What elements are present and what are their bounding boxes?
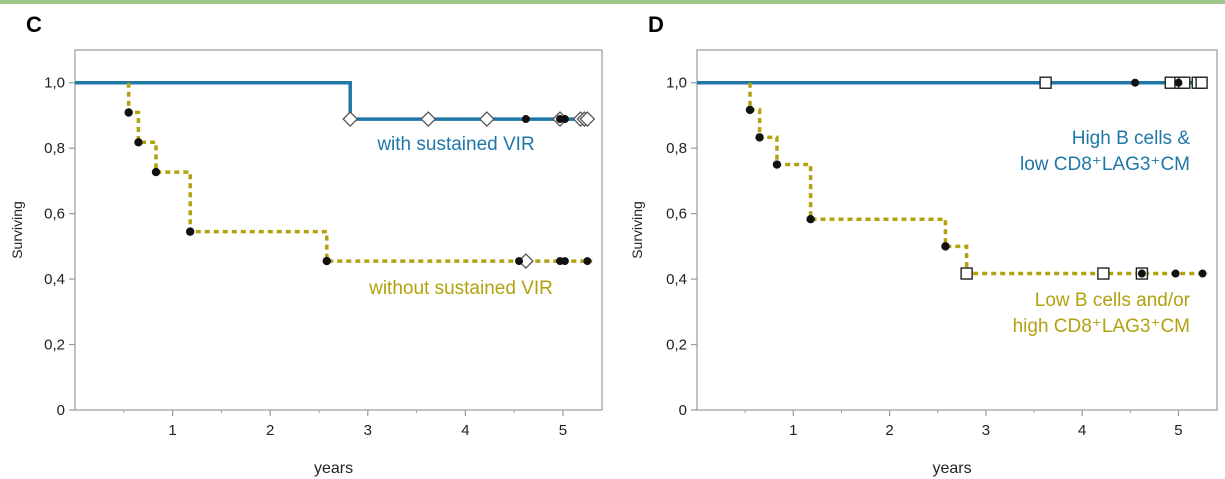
y-tick-label: 0,4	[44, 271, 65, 288]
x-axis-title: years	[314, 460, 353, 477]
y-tick-label: 0,6	[44, 206, 65, 223]
y-tick-label: 0,8	[44, 140, 65, 157]
series-annotation-2: Low B cells and/or	[1035, 290, 1191, 311]
censored-dot	[1171, 269, 1180, 278]
y-tick-label: 1,0	[666, 75, 687, 92]
event-point	[151, 167, 161, 177]
x-tick-label: 1	[168, 422, 176, 439]
x-tick-label: 5	[1174, 422, 1182, 439]
censored-dot	[1131, 78, 1140, 87]
censored-square	[1039, 76, 1052, 89]
censored-dot	[1198, 269, 1207, 278]
series-annotation-1: with sustained VIR	[376, 134, 534, 155]
x-tick-label: 5	[559, 422, 567, 439]
censored-dot	[1174, 78, 1183, 87]
y-tick-label: 0,6	[666, 206, 687, 223]
x-tick-label: 2	[885, 422, 893, 439]
panel-label-d: D	[648, 12, 664, 37]
y-tick-label: 1,0	[44, 75, 65, 92]
censored-square	[1097, 267, 1110, 280]
y-axis-title: Surviving	[9, 201, 25, 259]
series-annotation-2: without sustained VIR	[368, 278, 553, 299]
y-tick-label: 0,8	[666, 140, 687, 157]
y-axis-title: Surviving	[629, 201, 645, 259]
censored-dot	[515, 257, 524, 266]
chart-panel-d: 0 0,2 0,4 0,6 0,8 1,0 1 2 3 4 5 years Surviving High …	[629, 49, 1218, 477]
event-point	[755, 133, 764, 142]
series-line-1	[75, 80, 583, 121]
event-point	[124, 108, 133, 117]
event-point	[772, 160, 782, 169]
event-point	[941, 242, 950, 251]
censored-diamond	[342, 111, 359, 127]
series-line-2	[126, 82, 593, 263]
panel-label-c: C	[26, 12, 42, 37]
x-tick-label: 3	[982, 422, 990, 439]
series-annotation-1: low CD8⁺LAG3⁺CM	[1020, 154, 1190, 175]
y-tick-label: 0,2	[666, 337, 687, 354]
y-tick-label: 0,2	[44, 337, 65, 354]
x-tick-label: 2	[266, 422, 274, 439]
plot-frame	[696, 49, 1218, 411]
series-annotation-1: High B cells &	[1072, 128, 1191, 149]
plot-frame	[74, 49, 603, 411]
event-point	[745, 105, 755, 115]
censored-diamond	[579, 111, 596, 127]
event-point	[322, 256, 331, 266]
censored-square	[1195, 76, 1208, 89]
censored-dot	[560, 115, 569, 124]
event-point	[185, 227, 195, 236]
x-tick-label: 3	[364, 422, 372, 439]
y-tick-label: 0	[679, 402, 687, 419]
x-tick-label: 4	[461, 422, 469, 439]
top-divider	[0, 0, 1225, 4]
event-point	[806, 215, 815, 224]
censored-square	[960, 267, 973, 280]
series-line-2	[748, 82, 1208, 276]
censored-diamond	[478, 111, 495, 127]
censored-dot	[560, 257, 569, 266]
x-axis-title: years	[932, 460, 971, 477]
event-point	[134, 138, 143, 147]
censored-diamond	[420, 111, 437, 127]
y-tick-label: 0	[57, 402, 65, 419]
series-annotation-2: high CD8⁺LAG3⁺CM	[1013, 316, 1190, 337]
x-tick-label: 1	[789, 422, 797, 439]
chart-panel-c: 0 0,2 0,4 0,6 0,8 1,0 1 2 3 4 5 years Surviving with …	[9, 49, 603, 477]
censored-dot	[521, 115, 530, 124]
censored-dot	[583, 257, 592, 266]
x-tick-label: 4	[1078, 422, 1086, 439]
y-tick-label: 0,4	[666, 271, 687, 288]
censored-dot	[1137, 269, 1146, 278]
